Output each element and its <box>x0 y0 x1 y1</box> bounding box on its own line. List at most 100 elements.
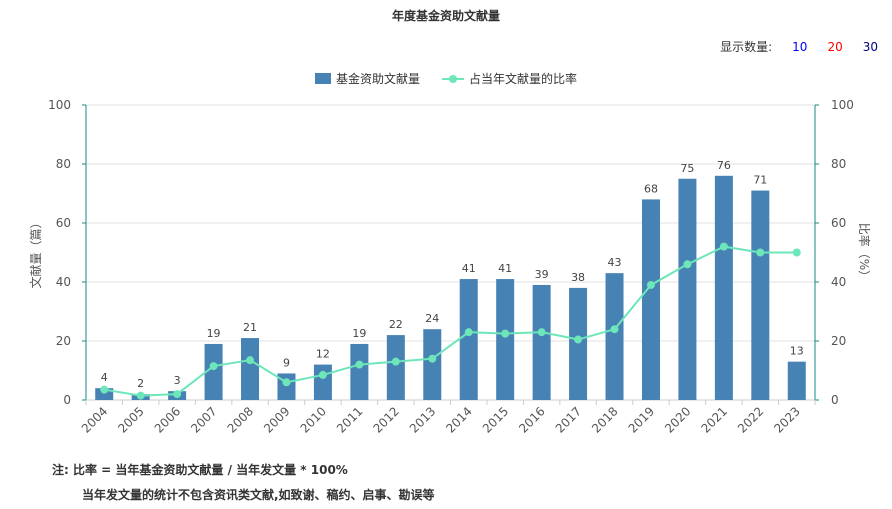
y-tick-label: 40 <box>56 275 71 289</box>
ratio-point <box>646 280 655 289</box>
x-tick-label: 2009 <box>261 404 292 435</box>
x-tick-label: 2005 <box>115 404 146 435</box>
y2-tick-label: 40 <box>831 275 846 289</box>
ratio-point <box>792 248 801 257</box>
x-tick-label: 2021 <box>698 404 729 435</box>
bar-data-label: 19 <box>352 327 366 340</box>
x-tick-label: 2022 <box>735 404 766 435</box>
x-tick-label: 2019 <box>626 404 657 435</box>
note-exclusion: 当年发文量的统计不包含资讯类文献,如致谢、稿约、启事、勘误等 <box>82 488 435 502</box>
x-tick-label: 2020 <box>662 404 693 435</box>
chart-legend: 基金资助文献量 占当年文献量的比率 <box>0 70 892 87</box>
bar <box>313 364 332 400</box>
bar <box>714 175 733 400</box>
legend-bar-swatch <box>314 73 331 84</box>
x-tick-label: 2010 <box>298 404 329 435</box>
bar <box>459 279 478 400</box>
ratio-point <box>355 360 364 369</box>
bar <box>350 343 369 400</box>
y2-tick-label: 20 <box>831 334 846 348</box>
ratio-point <box>610 325 619 334</box>
legend-item-line[interactable]: 占当年文献量的比率 <box>442 70 577 87</box>
bar <box>751 190 770 400</box>
bar <box>678 178 697 400</box>
x-tick-label: 2013 <box>407 404 438 435</box>
ratio-point <box>282 378 291 387</box>
bar-data-label: 76 <box>717 159 731 172</box>
bar-data-label: 38 <box>571 271 585 284</box>
x-tick-label: 2012 <box>370 404 401 435</box>
x-tick-label: 2008 <box>225 404 256 435</box>
bar-data-label: 9 <box>283 356 290 369</box>
ratio-point <box>246 356 255 365</box>
bar-data-label: 71 <box>753 174 767 187</box>
ratio-point <box>464 328 473 337</box>
chart-title: 年度基金资助文献量 <box>391 9 500 23</box>
x-tick-label: 2014 <box>443 404 474 435</box>
bar <box>241 338 260 400</box>
y2-axis-title: 比率（%） <box>857 223 872 282</box>
ratio-point <box>173 390 182 399</box>
bar-data-label: 68 <box>644 182 658 195</box>
ratio-point <box>209 362 218 371</box>
x-tick-label: 2018 <box>589 404 620 435</box>
display-count-option-20[interactable]: 20 <box>827 39 843 54</box>
y2-tick-label: 60 <box>831 216 846 230</box>
ratio-point <box>683 260 692 269</box>
bar <box>787 361 806 400</box>
display-count-selector: 显示数量: 10 20 30 <box>720 38 878 55</box>
bar-data-label: 39 <box>535 268 549 281</box>
note-ratio-formula: 注: 比率 = 当年基金资助文献量 / 当年发文量 * 100% <box>52 463 348 477</box>
bar-data-label: 19 <box>207 327 221 340</box>
display-count-option-30[interactable]: 30 <box>862 39 878 54</box>
legend-line-swatch <box>442 73 464 85</box>
ratio-point <box>428 354 437 363</box>
y-tick-label: 20 <box>56 334 71 348</box>
y2-tick-label: 100 <box>831 98 854 112</box>
x-tick-label: 2007 <box>188 404 219 435</box>
ratio-point <box>537 328 546 337</box>
x-tick-label: 2006 <box>152 404 183 435</box>
ratio-point <box>756 248 765 257</box>
y2-tick-label: 80 <box>831 157 846 171</box>
bar <box>386 335 405 400</box>
x-tick-label: 2011 <box>334 404 365 435</box>
legend-item-bar[interactable]: 基金资助文献量 <box>314 70 420 87</box>
bar <box>569 287 588 400</box>
x-tick-label: 2004 <box>79 404 110 435</box>
ratio-point <box>318 370 327 379</box>
bar <box>532 284 551 400</box>
x-tick-label: 2023 <box>771 404 802 435</box>
display-count-label: 显示数量: <box>720 40 773 54</box>
bar-data-label: 22 <box>389 318 403 331</box>
bar-data-label: 12 <box>316 348 330 361</box>
legend-bar-label: 基金资助文献量 <box>335 72 420 86</box>
bar-data-label: 43 <box>608 256 622 269</box>
ratio-point <box>501 329 510 338</box>
bar <box>423 329 442 400</box>
bar <box>605 273 624 400</box>
chart-notes: 注: 比率 = 当年基金资助文献量 / 当年发文量 * 100% 当年发文量的统… <box>52 461 435 503</box>
bar-data-label: 75 <box>680 162 694 175</box>
bar <box>204 343 223 400</box>
display-count-option-10[interactable]: 10 <box>792 39 808 54</box>
y-tick-label: 100 <box>48 98 71 112</box>
bar-data-label: 24 <box>425 312 439 325</box>
bar-data-label: 13 <box>790 345 804 358</box>
y-tick-label: 60 <box>56 216 71 230</box>
y-tick-label: 0 <box>63 393 71 407</box>
bar-data-label: 41 <box>498 262 512 275</box>
bar-data-label: 41 <box>462 262 476 275</box>
ratio-point <box>719 242 728 251</box>
ratio-line <box>104 245 797 397</box>
legend-line-label: 占当年文献量的比率 <box>469 72 578 86</box>
ratio-point <box>100 385 109 394</box>
y-axis-title: 文献量（篇） <box>28 216 43 288</box>
bar-data-label: 3 <box>174 374 181 387</box>
ratio-point <box>391 357 400 366</box>
ratio-point <box>136 391 145 400</box>
bar-data-label: 21 <box>243 321 257 334</box>
y2-tick-label: 0 <box>831 393 839 407</box>
bar-data-label: 2 <box>137 377 144 390</box>
